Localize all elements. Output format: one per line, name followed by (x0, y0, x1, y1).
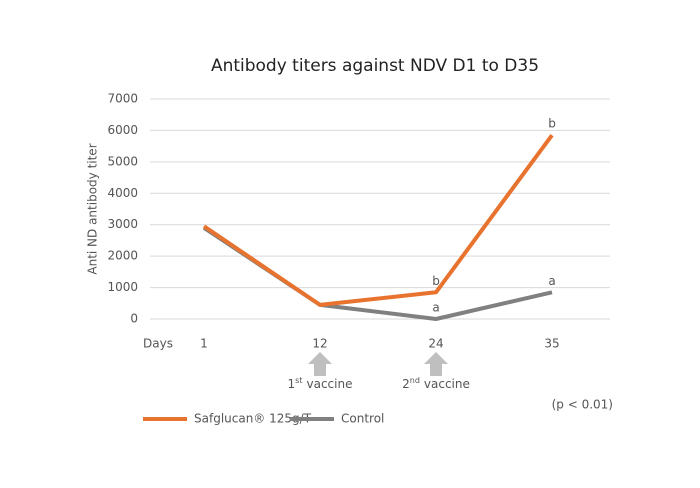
x-tick-label: 12 (312, 337, 327, 351)
significance-label: b (432, 274, 440, 288)
y-axis-label: Anti ND antibody titer (86, 143, 100, 274)
significance-label: b (548, 117, 556, 131)
y-tick-label: 1000 (107, 280, 138, 294)
vaccine-suffix: nd (410, 376, 420, 385)
vaccine-label: 1st vaccine (288, 376, 353, 391)
vaccine-label: 2nd vaccine (402, 376, 470, 391)
y-tick-label: 3000 (107, 217, 138, 231)
x-tick-label: 1 (200, 337, 208, 351)
y-tick-label: 7000 (107, 92, 138, 106)
y-tick-label: 0 (130, 312, 138, 326)
significance-label: a (432, 301, 439, 315)
significance-label: a (548, 274, 555, 288)
x-tick-label: 24 (428, 337, 443, 351)
legend-label: Control (341, 412, 384, 426)
chart-title: Antibody titers against NDV D1 to D35 (211, 56, 539, 76)
vaccine-arrow (424, 352, 448, 376)
series-line (202, 133, 554, 307)
legend-label: Safglucan® 125g/T (194, 412, 312, 426)
y-tick-label: 2000 (107, 249, 138, 263)
y-tick-label: 5000 (107, 154, 138, 168)
vaccine-suffix: st (295, 376, 302, 385)
x-tick-label: 35 (544, 337, 559, 351)
vaccine-text: vaccine (424, 377, 470, 391)
vaccine-text: vaccine (306, 377, 352, 391)
vaccine-number: 2 (402, 377, 410, 391)
vaccine-number: 1 (288, 377, 296, 391)
y-tick-label: 6000 (107, 123, 138, 137)
vaccine-arrow (308, 352, 332, 376)
y-tick-label: 4000 (107, 186, 138, 200)
x-axis-label: Days (143, 337, 173, 351)
series-line (202, 226, 553, 321)
note: (p < 0.01) (552, 398, 613, 412)
